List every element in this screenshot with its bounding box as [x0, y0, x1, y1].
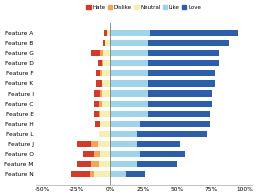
Bar — [104, 30, 107, 36]
Bar — [137, 161, 178, 167]
Bar — [107, 30, 113, 36]
Bar — [100, 90, 110, 97]
Bar — [102, 60, 110, 66]
Bar — [99, 131, 103, 137]
Bar — [137, 131, 207, 137]
Bar — [96, 70, 100, 76]
Bar — [110, 70, 148, 76]
Bar — [110, 141, 137, 147]
Bar — [102, 70, 118, 76]
Bar — [95, 121, 100, 127]
Bar — [148, 50, 219, 56]
Bar — [110, 161, 137, 167]
Bar — [100, 121, 110, 127]
Bar — [77, 161, 91, 167]
Bar — [110, 50, 148, 56]
Bar — [148, 111, 210, 117]
Bar — [110, 101, 148, 107]
Bar — [110, 131, 137, 137]
Bar — [99, 161, 121, 167]
Bar — [148, 101, 213, 107]
Bar — [110, 111, 148, 117]
Bar — [90, 171, 110, 177]
Bar — [148, 90, 213, 97]
Bar — [103, 50, 117, 56]
Bar — [107, 40, 110, 46]
Bar — [102, 80, 110, 87]
Bar — [110, 151, 140, 157]
Bar — [96, 80, 102, 87]
Bar — [148, 40, 229, 46]
Bar — [148, 70, 215, 76]
Bar — [99, 101, 110, 107]
Bar — [94, 90, 100, 97]
Bar — [98, 60, 102, 66]
Bar — [126, 171, 145, 177]
Bar — [140, 151, 186, 157]
Bar — [94, 151, 110, 157]
Bar — [71, 171, 90, 177]
Bar — [99, 111, 110, 117]
Bar — [100, 50, 110, 56]
Bar — [148, 60, 219, 66]
Bar — [102, 80, 118, 87]
Bar — [103, 40, 107, 46]
Bar — [83, 151, 94, 157]
Bar — [110, 171, 126, 177]
Bar — [103, 60, 117, 66]
Bar — [103, 131, 110, 137]
Bar — [91, 50, 100, 56]
Bar — [148, 80, 215, 87]
Bar — [110, 90, 148, 97]
Legend: Hate, Dislike, Neutral, Like, Love: Hate, Dislike, Neutral, Like, Love — [84, 3, 203, 12]
Bar — [98, 141, 122, 147]
Bar — [110, 30, 150, 36]
Bar — [91, 161, 110, 167]
Bar — [102, 101, 118, 107]
Bar — [105, 40, 115, 46]
Bar — [77, 141, 91, 147]
Bar — [102, 90, 118, 97]
Bar — [110, 40, 148, 46]
Bar — [91, 141, 110, 147]
Bar — [137, 141, 180, 147]
Bar — [100, 151, 119, 157]
Bar — [99, 131, 121, 137]
Bar — [100, 70, 110, 76]
Bar — [110, 60, 148, 66]
Bar — [150, 30, 238, 36]
Bar — [110, 121, 140, 127]
Bar — [94, 111, 99, 117]
Bar — [110, 80, 148, 87]
Bar — [107, 30, 110, 36]
Bar — [94, 101, 99, 107]
Bar — [100, 111, 119, 117]
Bar — [140, 121, 210, 127]
Bar — [100, 121, 119, 127]
Bar — [94, 171, 126, 177]
